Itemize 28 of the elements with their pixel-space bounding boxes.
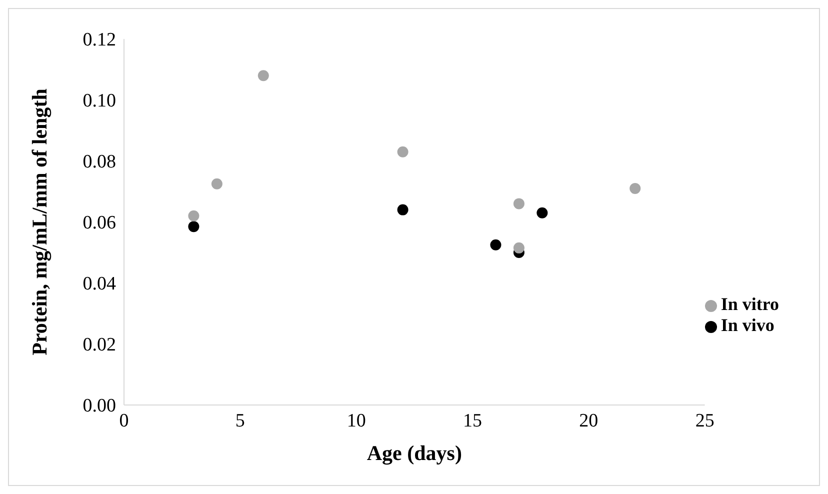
point <box>490 239 502 250</box>
x-tick-label: 10 <box>346 410 366 432</box>
point <box>211 178 222 190</box>
x-tick-label: 25 <box>695 410 714 432</box>
x-axis-title: Age (days) <box>366 441 462 465</box>
y-tick-label: 0.04 <box>82 274 116 295</box>
point <box>258 70 269 82</box>
x-tick-label: 20 <box>579 410 598 432</box>
y-tick-label: 0.10 <box>82 90 116 112</box>
point <box>397 204 408 216</box>
x-tick-label: 5 <box>235 410 245 432</box>
point <box>188 210 200 222</box>
point <box>513 198 524 210</box>
legend-label: In vitro <box>720 294 779 314</box>
point <box>630 182 641 194</box>
point <box>513 242 524 254</box>
legend-label: In vivo <box>720 315 774 335</box>
y-tick-label: 0.02 <box>82 334 116 356</box>
y-axis-title: Protein, mg/mL/mm of length <box>27 88 52 356</box>
y-tick-label: 0.06 <box>82 212 116 234</box>
point <box>536 207 548 218</box>
point <box>397 146 408 158</box>
y-tick-label: 0.00 <box>82 396 116 417</box>
y-tick-label: 0.08 <box>82 152 116 173</box>
point <box>188 221 200 232</box>
x-tick-label: 0 <box>119 410 129 432</box>
y-tick-label: 0.12 <box>82 30 116 51</box>
x-tick-label: 15 <box>462 410 482 432</box>
